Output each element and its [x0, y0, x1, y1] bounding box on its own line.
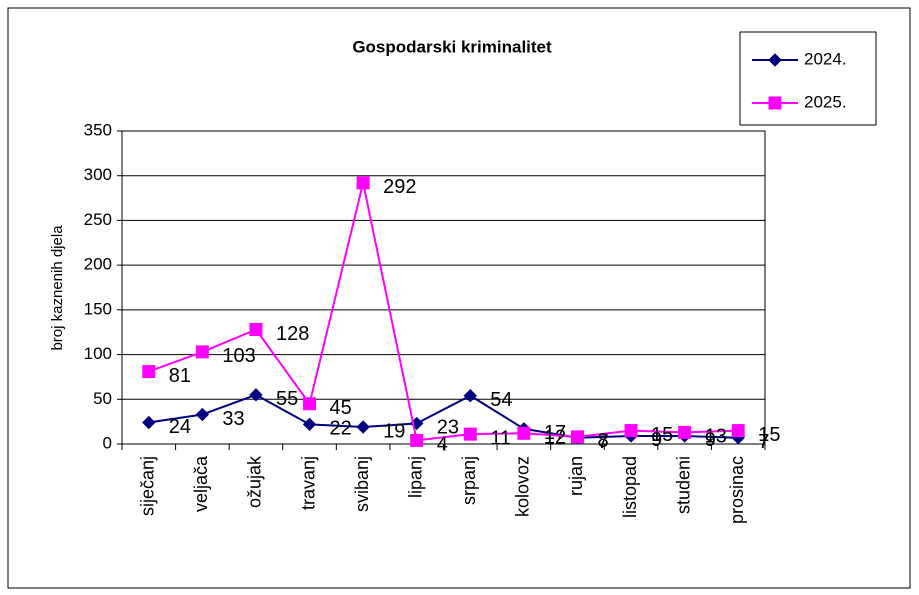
- data-label: 12: [544, 427, 566, 449]
- data-point: [410, 433, 424, 447]
- legend-label: 2024.: [804, 49, 847, 68]
- x-tick-label: listopad: [620, 456, 640, 518]
- data-label: 22: [330, 418, 352, 440]
- data-point: [356, 420, 370, 434]
- x-tick-label: travanj: [298, 456, 318, 510]
- chart-title: Gospodarski kriminalitet: [352, 37, 552, 56]
- data-label: 103: [222, 345, 255, 367]
- x-tick-label: veljača: [191, 455, 211, 512]
- x-tick-label: svibanj: [352, 456, 372, 512]
- y-tick-label: 100: [84, 344, 112, 363]
- data-point: [463, 427, 477, 441]
- data-point: [302, 417, 317, 432]
- x-tick-label: rujan: [566, 456, 586, 496]
- x-tick-label: prosinac: [727, 456, 747, 524]
- x-tick-label: siječanj: [138, 456, 158, 516]
- data-point: [249, 388, 263, 402]
- data-point: [517, 426, 531, 440]
- data-label: 23: [437, 417, 459, 439]
- legend: [739, 31, 877, 126]
- data-label: 33: [222, 408, 244, 430]
- data-label: 7: [597, 431, 608, 453]
- data-point: [195, 407, 210, 422]
- data-point: [463, 389, 477, 403]
- data-point: [731, 424, 745, 438]
- legend-marker: [768, 96, 782, 110]
- y-tick-label: 200: [84, 255, 112, 274]
- data-label: 15: [651, 424, 673, 446]
- y-tick-label: 250: [84, 210, 112, 229]
- data-label: 17: [544, 422, 566, 444]
- data-label: 11: [490, 427, 511, 449]
- data-point: [142, 365, 156, 379]
- data-label: 7: [758, 431, 769, 453]
- data-label: 9: [705, 429, 716, 451]
- legend-label: 2025.: [804, 92, 847, 111]
- y-tick-label: 50: [93, 389, 112, 408]
- data-label: 19: [383, 420, 405, 442]
- data-point: [249, 323, 263, 337]
- data-label: 45: [330, 397, 352, 419]
- series-line: [148, 393, 739, 439]
- x-tick-label: kolovoz: [513, 456, 533, 517]
- x-tick-label: srpanj: [459, 456, 479, 505]
- y-tick-label: 350: [84, 120, 112, 139]
- data-label: 15: [758, 424, 780, 446]
- data-label: 4: [437, 434, 448, 456]
- y-tick-label: 0: [103, 433, 112, 452]
- data-label: 8: [597, 430, 608, 452]
- data-label: 292: [383, 176, 416, 198]
- data-label: 81: [169, 365, 191, 387]
- y-tick-label: 150: [84, 299, 112, 318]
- data-label: 55: [276, 388, 298, 410]
- data-point: [303, 397, 317, 411]
- data-point: [678, 425, 692, 439]
- x-tick-label: ožujak: [245, 455, 265, 508]
- data-label: 128: [276, 323, 309, 345]
- data-label: 13: [705, 426, 727, 448]
- legend-marker: [768, 53, 782, 67]
- x-tick-label: lipanj: [405, 456, 425, 498]
- data-label: 54: [490, 389, 512, 411]
- x-tick-label: studeni: [673, 456, 693, 514]
- data-label: 24: [169, 416, 191, 438]
- y-axis-label: broj kaznenih djela: [49, 225, 66, 351]
- data-point: [195, 345, 209, 359]
- y-tick-label: 300: [84, 165, 112, 184]
- series-line: [148, 182, 739, 442]
- data-point: [570, 430, 584, 444]
- data-point: [624, 424, 638, 438]
- data-point: [142, 415, 156, 430]
- data-label: 9: [651, 429, 662, 451]
- data-point: [356, 176, 370, 190]
